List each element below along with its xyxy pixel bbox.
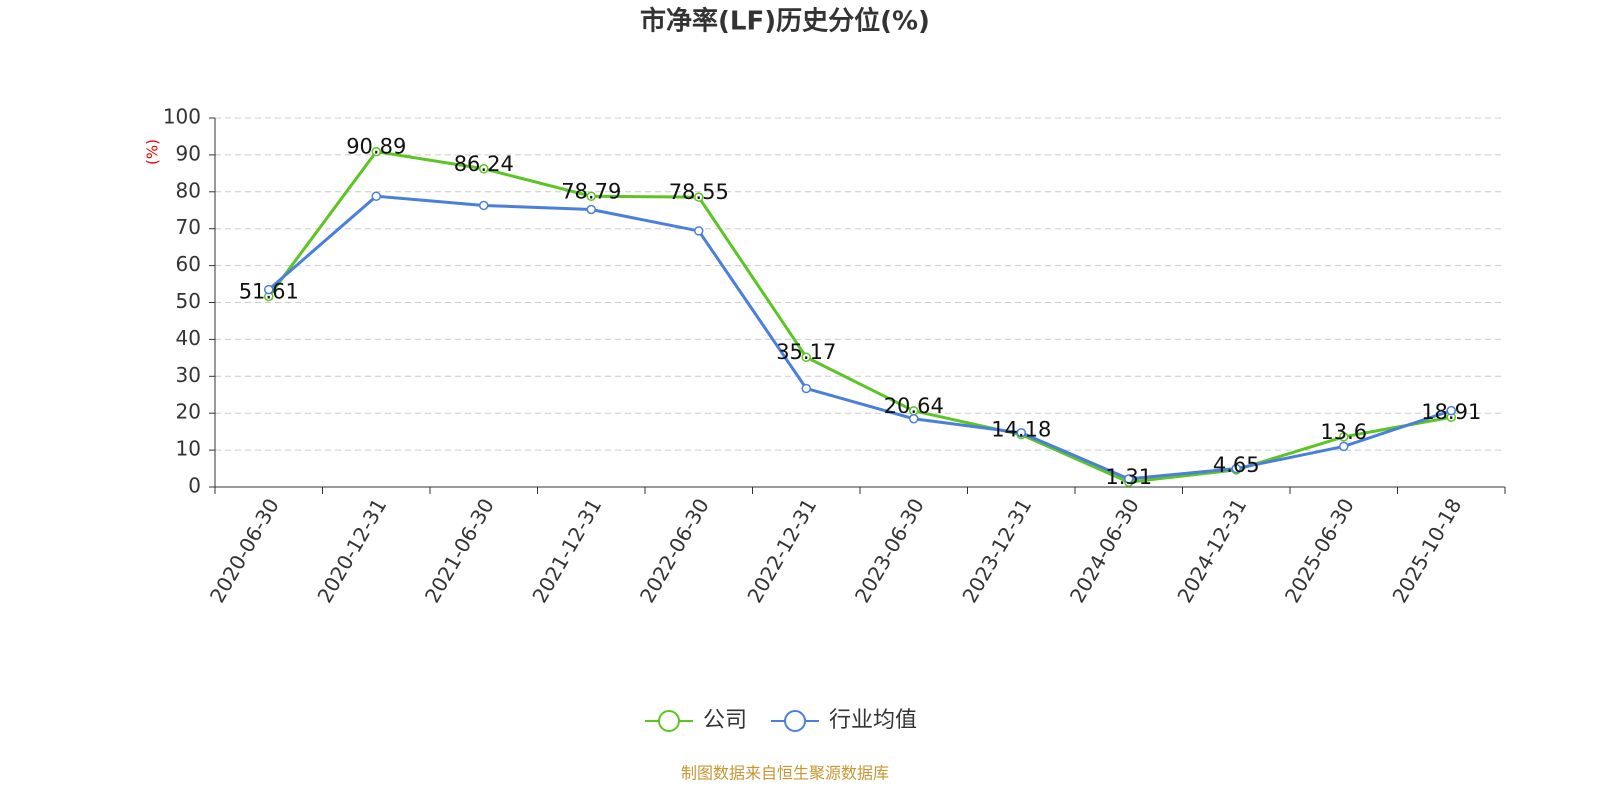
y-tick-label: 40 — [176, 326, 201, 350]
x-tick-label: 2025-06-30 — [1280, 494, 1359, 607]
data-point — [1124, 474, 1134, 484]
data-label: 90.89 — [346, 135, 406, 159]
data-label: 13.6 — [1320, 420, 1367, 444]
legend-marker — [784, 710, 807, 732]
data-label: 1.31 — [1105, 465, 1152, 489]
data-label: 78.79 — [561, 179, 621, 203]
data-point — [479, 164, 489, 174]
data-point — [909, 413, 919, 424]
legend-label: 公司 — [703, 708, 747, 733]
y-tick-label: 50 — [176, 289, 201, 313]
x-tick-label: 2025-10-18 — [1387, 494, 1466, 607]
data-point — [801, 352, 811, 362]
data-point — [586, 204, 596, 215]
data-point — [264, 284, 274, 295]
data-point — [694, 226, 704, 236]
data-point — [1016, 428, 1026, 438]
data-point — [1339, 441, 1349, 452]
y-tick-label: 20 — [176, 400, 201, 424]
x-tick-label: 2023-06-30 — [850, 494, 929, 607]
y-tick-label: 30 — [176, 363, 201, 387]
x-tick-label: 2022-12-31 — [742, 494, 821, 607]
legend-marker — [658, 710, 680, 732]
y-tick-label: 80 — [176, 178, 201, 202]
x-tick-label: 2024-06-30 — [1065, 494, 1144, 607]
data-point — [479, 200, 489, 211]
data-label: 4.65 — [1213, 453, 1260, 477]
y-tick-label: 70 — [176, 215, 201, 239]
data-label: 86.24 — [454, 152, 514, 176]
y-tick-label: 100 — [163, 105, 201, 129]
x-tick-label: 2021-06-30 — [420, 494, 499, 607]
data-point — [1339, 432, 1349, 442]
x-tick-label: 2023-12-31 — [957, 494, 1036, 607]
data-point — [371, 146, 381, 157]
y-tick-label: 0 — [188, 474, 201, 498]
data-label: 78.55 — [669, 180, 729, 204]
series-line — [267, 194, 1452, 481]
y-tick-label: 60 — [176, 252, 201, 276]
y-tick-label: 10 — [176, 437, 201, 461]
x-tick-label: 2021-12-31 — [527, 494, 606, 607]
chart-title: 市净率(LF)历史分位(%) — [640, 6, 930, 37]
data-point — [801, 383, 811, 394]
x-tick-label: 2020-12-31 — [312, 494, 391, 607]
data-point — [1446, 405, 1456, 416]
data-label: 51.61 — [239, 280, 299, 304]
x-tick-label: 2020-06-30 — [205, 494, 284, 607]
data-point — [1231, 463, 1241, 474]
data-point — [371, 191, 381, 201]
data-point — [586, 191, 596, 202]
x-tick-label: 2024-12-31 — [1172, 494, 1251, 607]
data-label: 20.64 — [884, 394, 944, 418]
data-label: 35.17 — [776, 340, 836, 364]
data-label: 18.91 — [1421, 400, 1481, 424]
source-note: 制图数据来自恒生聚源数据库 — [681, 764, 889, 783]
y-axis-label: (%) — [144, 139, 162, 165]
y-tick-label: 90 — [176, 141, 201, 165]
legend-label: 行业均值 — [829, 708, 917, 733]
data-point — [694, 192, 704, 202]
data-label: 14.18 — [991, 418, 1051, 442]
x-tick-label: 2022-06-30 — [635, 494, 714, 607]
